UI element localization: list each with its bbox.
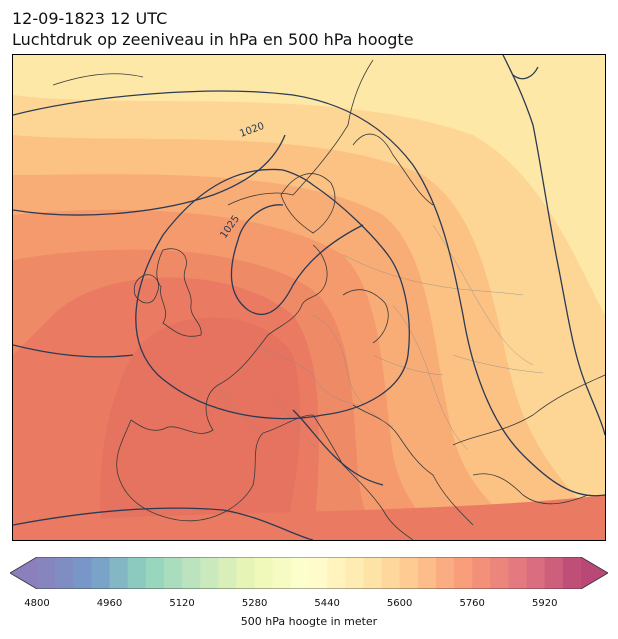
colorbar-cell bbox=[37, 557, 56, 589]
isobar-ne bbox=[512, 66, 539, 80]
isobar-north bbox=[13, 134, 286, 216]
colorbar-cell bbox=[236, 557, 256, 589]
colorbar-cell bbox=[182, 557, 201, 589]
colorbar-cell bbox=[381, 557, 401, 589]
colorbar-tick-label: 5600 bbox=[386, 598, 413, 609]
height-contour-bands bbox=[13, 95, 605, 540]
isobar-south bbox=[13, 507, 314, 540]
colorbar-cell bbox=[73, 557, 92, 589]
isobar-1020 bbox=[13, 90, 605, 497]
isobars bbox=[13, 55, 605, 540]
colorbar bbox=[10, 557, 608, 589]
colorbar-cell bbox=[272, 557, 292, 589]
isobar-east bbox=[502, 55, 605, 436]
colorbar-label: 500 hPa hoogte in meter bbox=[240, 615, 378, 628]
colorbar-cell bbox=[363, 557, 383, 589]
colorbar-cell bbox=[562, 557, 582, 589]
colorbar-tick-label: 5760 bbox=[459, 598, 485, 609]
colorbar-cell bbox=[309, 557, 328, 589]
colorbar-cell bbox=[55, 557, 74, 589]
isobar-1025 bbox=[135, 168, 410, 420]
colorbar-tick-label: 4960 bbox=[96, 598, 123, 609]
colorbar-cell bbox=[544, 557, 564, 589]
colorbar-tick-label: 5920 bbox=[531, 598, 558, 609]
colorbar-tick-label: 4800 bbox=[24, 598, 50, 609]
colorbar-cell bbox=[254, 557, 274, 589]
country-borders bbox=[217, 224, 544, 451]
colorbar-cell bbox=[526, 557, 546, 589]
colorbar-cell bbox=[345, 557, 364, 589]
colorbar-cell bbox=[91, 557, 111, 589]
map-title: Luchtdruk op zeeniveau in hPa en 500 hPa… bbox=[12, 30, 414, 49]
colorbar-cell bbox=[163, 557, 183, 589]
isobar-med bbox=[292, 409, 384, 486]
colorbar-cell bbox=[109, 557, 129, 589]
colorbar-extend-high bbox=[581, 557, 608, 589]
colorbar-cell bbox=[200, 557, 219, 589]
colorbar-tick-label: 5120 bbox=[169, 598, 195, 609]
colorbar-cell bbox=[218, 557, 238, 589]
colorbar-cell bbox=[435, 557, 455, 589]
colorbar-cell bbox=[327, 557, 346, 589]
colorbar-cell bbox=[472, 557, 491, 589]
colorbar-tick-label: 5440 bbox=[314, 598, 340, 609]
colorbar-cell bbox=[490, 557, 510, 589]
isobar-inner bbox=[230, 204, 364, 316]
colorbar-cell bbox=[290, 557, 310, 589]
colorbar-tick-label: 5280 bbox=[241, 598, 268, 609]
colorbar-cell bbox=[508, 557, 528, 589]
colorbar-cell bbox=[417, 557, 437, 589]
colorbar-extend-low bbox=[10, 557, 37, 589]
weather-map: 1020 1025 bbox=[12, 54, 606, 541]
colorbar-cell bbox=[145, 557, 165, 589]
colorbar-cell bbox=[127, 557, 147, 589]
isobar-west bbox=[13, 344, 134, 358]
map-datetime: 12-09-1823 12 UTC bbox=[12, 9, 168, 28]
colorbar-cell bbox=[399, 557, 419, 589]
colorbar-cell bbox=[454, 557, 473, 589]
